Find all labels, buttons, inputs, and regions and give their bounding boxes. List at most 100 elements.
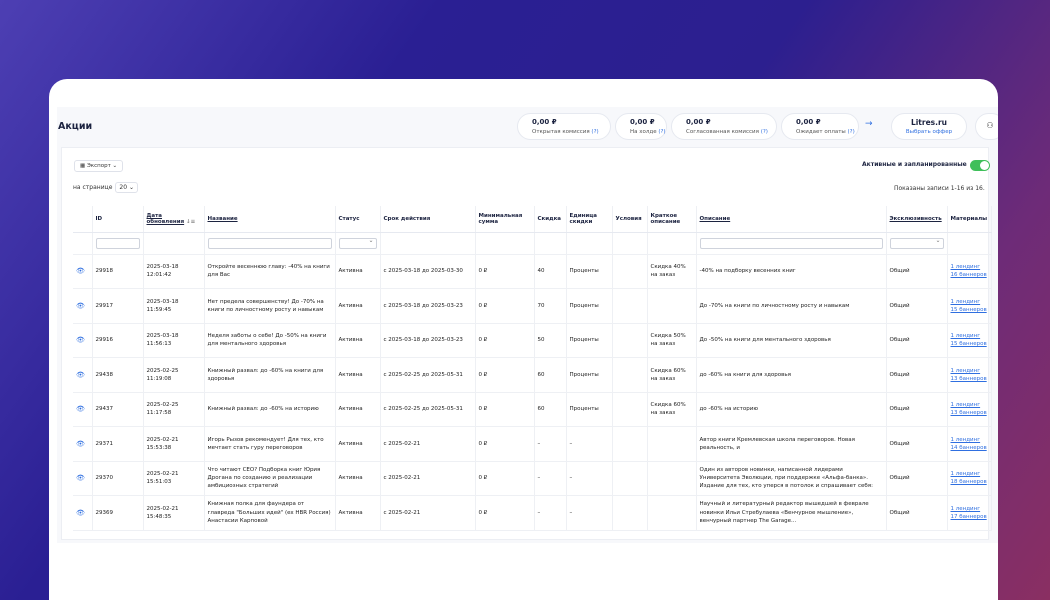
- row-exclusivity: Общий: [886, 495, 948, 531]
- filter-cell: [143, 232, 205, 255]
- row-materials[interactable]: 1 лендинг 15 баннеров: [947, 288, 992, 324]
- row-conditions: [612, 357, 648, 393]
- col-name[interactable]: Название: [204, 206, 336, 233]
- name-filter-input[interactable]: [207, 237, 332, 249]
- row-date: 2025-02-25 11:17:58: [143, 392, 205, 427]
- row-exclusivity: Общий: [886, 426, 948, 462]
- offer-selector[interactable]: Litres.ru Выбрать оффер: [891, 113, 967, 140]
- row-materials[interactable]: 1 лендинг 13 баннеров: [947, 392, 992, 427]
- row-materials[interactable]: 1 лендинг 18 баннеров: [947, 461, 992, 496]
- table-row[interactable]: 👁 29369 2025-02-21 15:48:35 Книжная полка д…: [73, 495, 992, 531]
- row-status: Активна: [335, 495, 381, 531]
- table-row[interactable]: 👁 29370 2025-02-21 15:51:03 Что читают CEO?…: [73, 461, 992, 496]
- export-label: Экспорт: [86, 163, 111, 169]
- row-materials[interactable]: 1 лендинг 16 баннеров: [947, 254, 992, 289]
- row-unit: –: [566, 461, 613, 496]
- row-exclusivity: Общий: [886, 323, 948, 358]
- row-short-desc: Скидка 50% на заказ: [647, 323, 697, 358]
- page-title: Акции: [58, 121, 93, 132]
- user-icon[interactable]: ⚇: [975, 113, 998, 140]
- row-name: Книжный развал: до -60% на книги для здо…: [204, 357, 336, 393]
- col-description[interactable]: Описание: [696, 206, 887, 233]
- col-id[interactable]: ID: [92, 206, 144, 233]
- col-view: [73, 206, 93, 233]
- help-icon[interactable]: (?): [847, 129, 855, 135]
- filter-cell: [475, 232, 535, 255]
- row-name: Игорь Рызов рекомендует! Для тех, кто ме…: [204, 426, 336, 462]
- sort-icon[interactable]: ↓≡: [186, 218, 196, 225]
- row-view-cell: 👁: [73, 254, 93, 289]
- per-page-control: на странице 20 ⌄: [73, 182, 138, 193]
- per-page-label: на странице: [73, 184, 113, 191]
- table-row[interactable]: 👁 29371 2025-02-21 15:53:38 Игорь Рызов рек…: [73, 426, 992, 462]
- eye-icon[interactable]: 👁: [76, 370, 85, 379]
- active-toggle[interactable]: [970, 160, 990, 171]
- eye-icon[interactable]: 👁: [76, 336, 85, 344]
- eye-icon[interactable]: 👁: [76, 474, 85, 482]
- row-date: 2025-03-18 12:01:42: [143, 254, 205, 289]
- row-materials[interactable]: 1 лендинг 14 баннеров: [947, 426, 992, 462]
- row-discount: 70: [534, 288, 567, 324]
- row-unit: –: [566, 495, 613, 531]
- table-row[interactable]: 👁 29438 2025-02-25 11:19:08 Книжный развал:…: [73, 357, 992, 393]
- row-conditions: [612, 495, 648, 531]
- filter-cell: [73, 232, 93, 255]
- col-exclusivity[interactable]: Эксклюзивность: [886, 206, 948, 233]
- description-filter-input[interactable]: [699, 237, 883, 249]
- row-conditions: [612, 426, 648, 462]
- row-period: с 2025-02-21: [380, 495, 476, 531]
- row-conditions: [612, 323, 648, 358]
- exclusivity-filter-select[interactable]: [889, 236, 944, 249]
- id-filter-input[interactable]: [95, 237, 140, 249]
- row-materials[interactable]: 1 лендинг 13 баннеров: [947, 357, 992, 393]
- row-short-desc: [647, 461, 697, 496]
- table-row[interactable]: 👁 29917 2025-03-18 11:59:45 Нет предела сов…: [73, 288, 992, 324]
- eye-icon[interactable]: 👁: [76, 301, 85, 310]
- row-materials[interactable]: 1 лендинг 17 баннеров: [947, 495, 992, 531]
- row-materials[interactable]: 1 лендинг 15 баннеров: [947, 323, 992, 358]
- help-icon[interactable]: (?): [591, 129, 599, 135]
- eye-icon[interactable]: 👁: [76, 267, 85, 275]
- help-icon[interactable]: (?): [658, 129, 666, 135]
- row-discount: 40: [534, 254, 567, 289]
- row-short-desc: Скидка 40% на заказ: [647, 254, 697, 289]
- row-exclusivity: Общий: [886, 288, 948, 324]
- col-period: Срок действия: [380, 206, 476, 233]
- col-date[interactable]: Дата обновления ↓≡: [143, 206, 205, 233]
- row-min-sum: 0 ₽: [475, 254, 535, 289]
- stat-value: 0,00 ₽: [532, 118, 557, 126]
- filter-row: [73, 232, 992, 255]
- row-date: 2025-03-18 11:59:45: [143, 288, 205, 324]
- row-id: 29916: [92, 323, 144, 358]
- per-page-select[interactable]: 20 ⌄: [115, 182, 138, 193]
- stat-label: Ожидает оплаты (?): [796, 129, 855, 135]
- row-min-sum: 0 ₽: [475, 323, 535, 358]
- row-name: Неделя заботы о себе! До -50% на книги д…: [204, 323, 336, 358]
- export-button[interactable]: ▦ Экспорт ⌄: [74, 160, 124, 172]
- row-date: 2025-03-18 11:56:13: [143, 323, 205, 358]
- row-view-cell: 👁: [73, 323, 93, 358]
- row-status: Активна: [335, 323, 381, 358]
- eye-icon[interactable]: 👁: [76, 508, 85, 517]
- row-unit: –: [566, 426, 613, 462]
- choose-offer-link[interactable]: Выбрать оффер: [905, 129, 953, 135]
- filter-cell: [886, 232, 948, 255]
- help-icon[interactable]: (?): [760, 129, 768, 135]
- row-id: 29369: [92, 495, 144, 531]
- table-row[interactable]: 👁 29437 2025-02-25 11:17:58 Книжный развал:…: [73, 392, 992, 427]
- row-short-desc: [647, 288, 697, 324]
- eye-icon[interactable]: 👁: [76, 439, 85, 448]
- table-row[interactable]: 👁 29916 2025-03-18 11:56:13 Неделя заботы о…: [73, 323, 992, 358]
- offer-name: Litres.ru: [910, 118, 948, 127]
- row-discount: –: [534, 461, 567, 496]
- filter-cell: [335, 232, 381, 255]
- arrow-right-icon[interactable]: →: [865, 119, 873, 129]
- eye-icon[interactable]: 👁: [76, 405, 85, 413]
- filter-cell: [534, 232, 567, 255]
- col-conditions: Условия: [612, 206, 648, 233]
- status-filter-select[interactable]: [338, 236, 377, 249]
- row-unit: Проценты: [566, 323, 613, 358]
- stat-value: 0,00 ₽: [630, 118, 655, 126]
- row-date: 2025-02-21 15:53:38: [143, 426, 205, 462]
- table-row[interactable]: 👁 29918 2025-03-18 12:01:42 Откройте весенн…: [73, 254, 992, 289]
